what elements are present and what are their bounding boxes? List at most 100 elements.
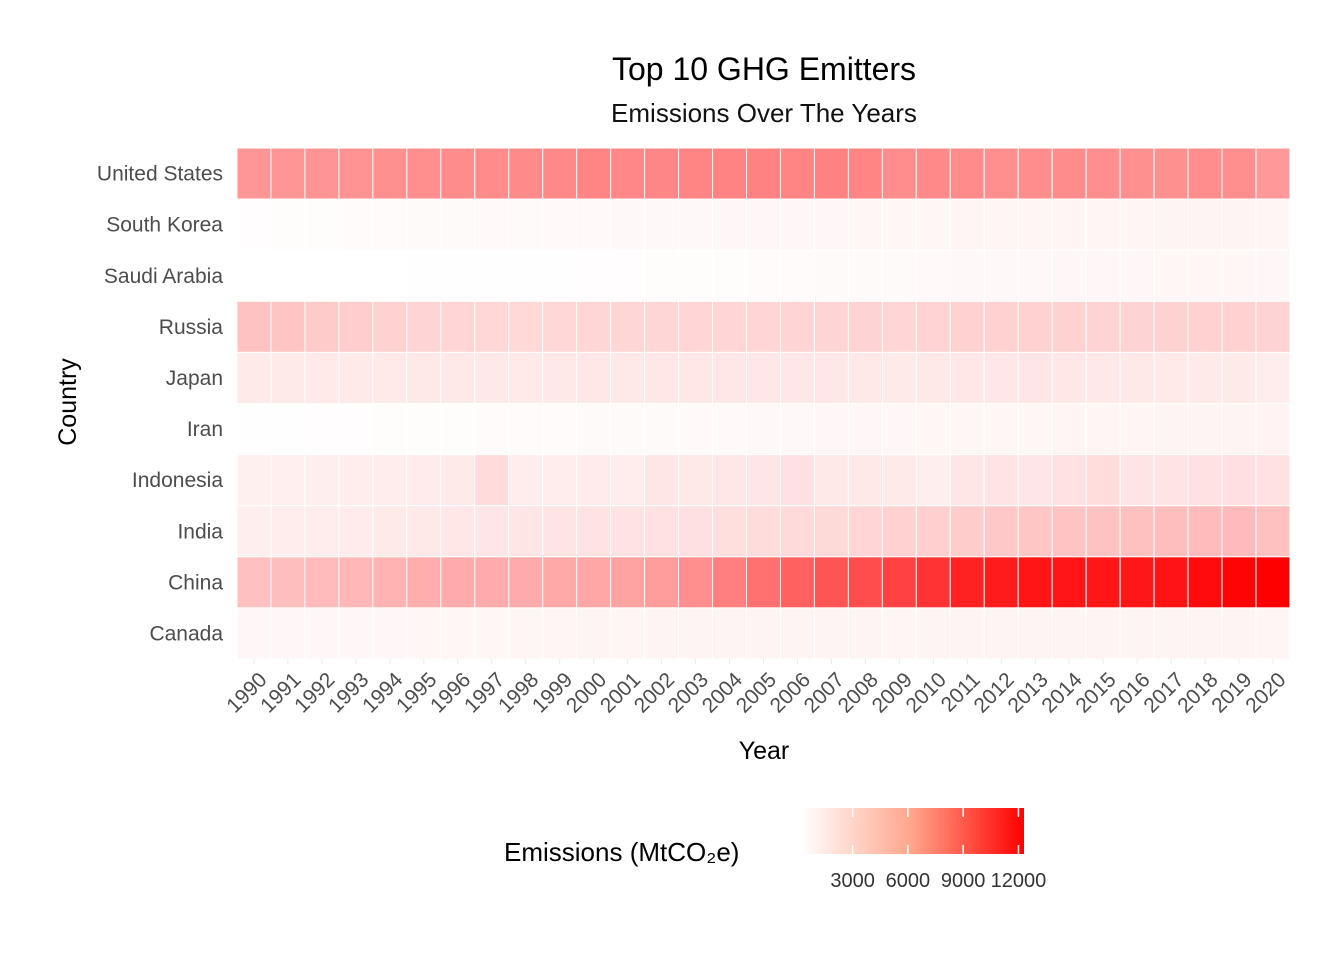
heatmap-cell <box>1255 556 1291 609</box>
heatmap-cell <box>610 198 646 251</box>
heatmap-cell <box>338 403 374 456</box>
heatmap-cell <box>474 249 510 302</box>
heatmap-cell <box>542 403 578 456</box>
heatmap-cell <box>1221 556 1257 609</box>
heatmap-cell <box>678 505 714 558</box>
heatmap-cell <box>813 403 849 456</box>
y-tick-label: South Korea <box>106 214 223 237</box>
heatmap-cell <box>406 556 442 609</box>
heatmap-cell <box>813 249 849 302</box>
heatmap-cell <box>406 505 442 558</box>
heatmap-cell <box>949 505 985 558</box>
heatmap-cell <box>1221 300 1257 353</box>
heatmap-cell <box>236 198 272 251</box>
heatmap-cell <box>1085 249 1121 302</box>
heatmap-cell <box>678 454 714 507</box>
heatmap-cell <box>712 454 748 507</box>
y-tick-label: Russia <box>159 316 224 339</box>
heatmap-cell <box>644 300 680 353</box>
heatmap-cell <box>644 249 680 302</box>
heatmap-cell <box>474 300 510 353</box>
heatmap-cell <box>813 351 849 404</box>
heatmap-cell <box>983 403 1019 456</box>
chart-subtitle: Emissions Over The Years <box>611 98 917 128</box>
heatmap-cell <box>338 607 374 660</box>
heatmap-cell <box>813 607 849 660</box>
heatmap-cell <box>508 454 544 507</box>
heatmap-cell <box>1017 351 1053 404</box>
heatmap-cell <box>1221 454 1257 507</box>
heatmap-cell <box>1017 454 1053 507</box>
heatmap-cell <box>983 198 1019 251</box>
heatmap-cell <box>881 505 917 558</box>
heatmap-cell <box>542 198 578 251</box>
heatmap-cell <box>915 505 951 558</box>
heatmap-cell <box>406 454 442 507</box>
heatmap-cell <box>236 249 272 302</box>
heatmap-cell <box>644 198 680 251</box>
heatmap-cell <box>1187 556 1223 609</box>
y-axis-tick-labels: United States South Korea Saudi Arabia Russ… <box>97 163 223 646</box>
heatmap-cell <box>1017 249 1053 302</box>
heatmap-cell <box>440 403 476 456</box>
heatmap-cell <box>440 249 476 302</box>
heatmap-cell <box>474 198 510 251</box>
heatmap-cell <box>372 198 408 251</box>
heatmap-cell <box>915 351 951 404</box>
heatmap-cell <box>915 403 951 456</box>
heatmap-cell <box>610 147 646 200</box>
y-tick-label: Iran <box>187 418 223 441</box>
heatmap-cell <box>1255 198 1291 251</box>
heatmap-cell <box>983 556 1019 609</box>
heatmap-cell <box>1017 556 1053 609</box>
heatmap-cell <box>915 198 951 251</box>
heatmap-cell <box>678 351 714 404</box>
heatmap-cell <box>983 454 1019 507</box>
heatmap-cell <box>813 147 849 200</box>
heatmap-cell <box>1017 403 1053 456</box>
heatmap-cell <box>644 505 680 558</box>
heatmap-cell <box>644 351 680 404</box>
heatmap-cell <box>1255 249 1291 302</box>
heatmap-cell <box>847 249 883 302</box>
heatmap-cell <box>779 351 815 404</box>
heatmap-cell <box>746 198 781 251</box>
heatmap-cell <box>304 300 340 353</box>
heatmap-cell <box>372 607 408 660</box>
heatmap-cell <box>304 454 340 507</box>
heatmap-cell <box>644 403 680 456</box>
heatmap-cell <box>1119 249 1155 302</box>
heatmap-cell <box>1221 147 1257 200</box>
heatmap-cell <box>1119 300 1155 353</box>
heatmap-cell <box>270 556 306 609</box>
heatmap-cell <box>304 249 340 302</box>
heatmap-cell <box>610 249 646 302</box>
heatmap-cell <box>712 556 748 609</box>
y-tick-label: Indonesia <box>132 469 223 492</box>
heatmap-cell <box>915 300 951 353</box>
heatmap-cell <box>542 249 578 302</box>
heatmap-cell <box>949 147 985 200</box>
heatmap-cell <box>949 198 985 251</box>
x-axis-tick-labels: 1990199119921993199419951996199719981999… <box>222 659 1291 718</box>
heatmap-cell <box>576 505 612 558</box>
heatmap-cell <box>236 351 272 404</box>
heatmap-cell <box>236 556 272 609</box>
heatmap-cell <box>949 403 985 456</box>
heatmap-cell <box>440 300 476 353</box>
heatmap-cell <box>847 300 883 353</box>
heatmap-cell <box>983 300 1019 353</box>
heatmap-cell <box>1187 198 1223 251</box>
heatmap-cell <box>779 556 815 609</box>
heatmap-cell <box>338 198 374 251</box>
heatmap-cell <box>678 147 714 200</box>
heatmap-cell <box>881 300 917 353</box>
y-tick-label: Saudi Arabia <box>104 265 223 288</box>
heatmap-cell <box>542 300 578 353</box>
heatmap-cell <box>1255 147 1291 200</box>
heatmap-cell <box>746 249 781 302</box>
heatmap-cell <box>1255 454 1291 507</box>
heatmap-cell <box>1187 300 1223 353</box>
heatmap-cell <box>576 300 612 353</box>
